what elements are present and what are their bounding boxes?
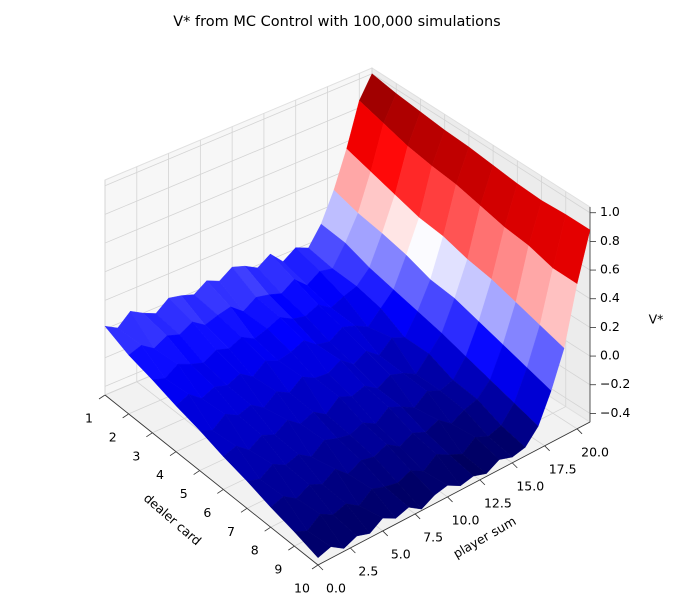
x-tick bbox=[98, 394, 106, 400]
x-axis-line bbox=[104, 394, 319, 566]
y-tick-label: 0.0 bbox=[326, 581, 346, 596]
y-tick bbox=[447, 496, 453, 503]
x-tick-label: 10 bbox=[294, 581, 310, 596]
y-tick bbox=[479, 479, 486, 486]
x-tick bbox=[311, 564, 319, 570]
x-tick bbox=[240, 508, 248, 513]
x-tick-label: 1 bbox=[85, 411, 93, 426]
y-tick bbox=[544, 445, 550, 452]
chart-title: V* from MC Control with 100,000 simulati… bbox=[173, 14, 500, 30]
x-tick bbox=[169, 451, 177, 456]
y-tick-label: 7.5 bbox=[423, 529, 443, 544]
y-tick-label: 15.0 bbox=[516, 478, 544, 493]
grid-line bbox=[104, 73, 373, 187]
y-tick-label: 5.0 bbox=[391, 546, 411, 561]
y-tick-label: 12.5 bbox=[484, 495, 512, 510]
grid-line bbox=[371, 73, 591, 214]
y-tick-label: 10.0 bbox=[452, 512, 480, 527]
y-tick bbox=[317, 564, 324, 571]
x-tick bbox=[193, 470, 200, 475]
y-tick-label: 17.5 bbox=[549, 461, 577, 476]
x-tick-label: 6 bbox=[203, 505, 211, 520]
x-tick-label: 8 bbox=[251, 543, 259, 558]
x-tick bbox=[122, 413, 129, 419]
x-tick bbox=[264, 526, 271, 532]
y-tick-label: 20.0 bbox=[581, 444, 609, 459]
surface-patch bbox=[294, 530, 332, 558]
grid-line bbox=[104, 102, 373, 215]
x-tick-label: 5 bbox=[180, 486, 188, 501]
y-axis-line bbox=[317, 421, 591, 566]
x-tick bbox=[288, 545, 295, 551]
y-tick bbox=[382, 530, 389, 537]
x-tick bbox=[217, 489, 224, 494]
y-tick bbox=[350, 547, 356, 554]
y-tick bbox=[512, 462, 518, 469]
x-tick-label: 2 bbox=[109, 429, 117, 444]
z-tick-label: 0.6 bbox=[600, 262, 620, 277]
y-tick bbox=[414, 513, 421, 520]
y-tick-label: 2.5 bbox=[358, 563, 378, 578]
z-tick-label: 0.2 bbox=[600, 319, 620, 334]
z-axis-label: V* bbox=[649, 312, 664, 327]
x-tick bbox=[146, 432, 153, 438]
grid-line bbox=[104, 130, 373, 244]
z-tick-label: 0.4 bbox=[600, 290, 620, 305]
y-tick bbox=[576, 428, 583, 435]
z-tick-label: 0.8 bbox=[600, 233, 620, 248]
z-tick-label: −0.2 bbox=[600, 376, 630, 391]
x-tick-label: 4 bbox=[156, 467, 164, 482]
grid-line bbox=[104, 159, 373, 273]
x-tick-label: 3 bbox=[132, 448, 140, 463]
z-tick-label: 1.0 bbox=[600, 204, 620, 219]
z-tick-label: −0.4 bbox=[600, 405, 630, 420]
x-tick-label: 7 bbox=[227, 524, 235, 539]
x-axis-label: dealer card bbox=[141, 490, 204, 548]
x-tick-label: 9 bbox=[274, 562, 282, 577]
z-tick-label: 0.0 bbox=[600, 348, 620, 363]
